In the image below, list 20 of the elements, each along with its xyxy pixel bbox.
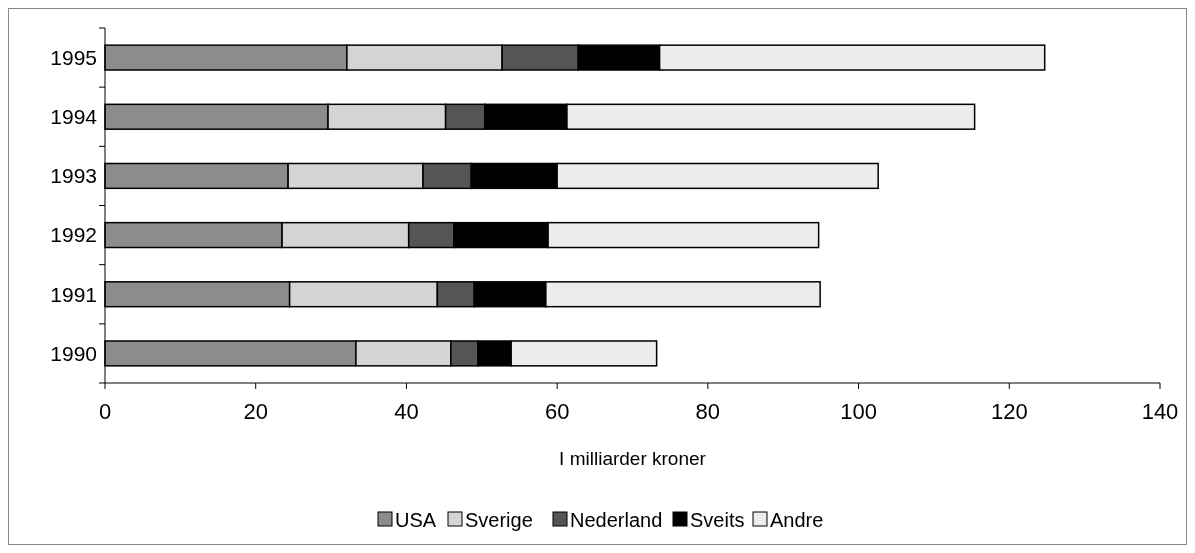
legend-label: Nederland xyxy=(570,509,663,531)
x-tick-label: 80 xyxy=(695,399,721,424)
legend-label: Sveits xyxy=(690,509,745,531)
y-tick-label: 1995 xyxy=(50,45,97,69)
x-tick-label: 60 xyxy=(544,399,570,424)
y-tick-label: 1990 xyxy=(50,341,97,365)
x-tick-label: 40 xyxy=(394,399,419,424)
legend-label: Andre xyxy=(770,509,824,531)
legend-label: Sverige xyxy=(465,509,533,531)
y-tick-label: 1992 xyxy=(50,223,97,247)
x-tick-label: 140 xyxy=(1141,399,1179,424)
x-tick-label: 100 xyxy=(840,399,877,424)
x-tick-label: 120 xyxy=(990,399,1028,424)
x-tick-label: 20 xyxy=(243,399,268,424)
y-tick-label: 1993 xyxy=(50,164,97,188)
x-axis-title: I milliarder kroner xyxy=(559,448,707,469)
y-tick-label: 1991 xyxy=(50,282,97,306)
legend-label: USA xyxy=(395,509,437,531)
x-tick-label: 0 xyxy=(98,399,112,424)
y-tick-label: 1994 xyxy=(50,105,98,129)
